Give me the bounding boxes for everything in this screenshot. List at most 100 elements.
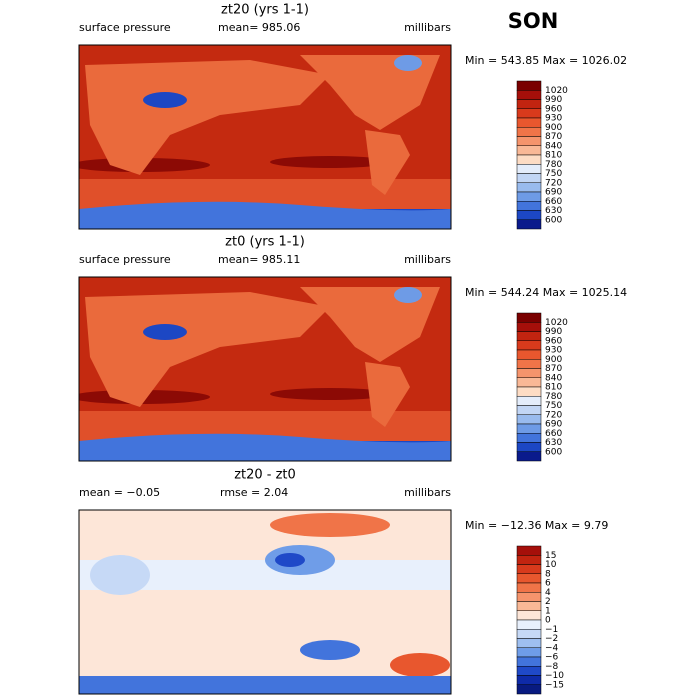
plateau <box>143 324 187 340</box>
colorbar-label: −10 <box>545 671 564 681</box>
map-frame <box>78 44 452 230</box>
colorbar-box <box>516 99 542 109</box>
colorbar-box <box>516 219 542 230</box>
colorbar-label: 600 <box>545 215 562 225</box>
colorbar-box <box>516 555 542 565</box>
colorbar-box <box>516 154 542 165</box>
colorbar-box <box>516 386 542 397</box>
colorbar-box <box>516 80 542 91</box>
colorbar-box <box>516 564 542 574</box>
high-band <box>270 388 390 400</box>
colorbar-label: 870 <box>545 132 562 142</box>
colorbar-box <box>516 414 542 425</box>
colorbar-box <box>516 164 542 174</box>
colorbar-label: 750 <box>545 169 562 179</box>
continent <box>365 362 410 427</box>
colorbar-label: 930 <box>545 114 562 124</box>
antarctica-edge <box>79 433 451 461</box>
colorbar-box <box>516 108 542 119</box>
colorbar-label: −1 <box>545 625 558 635</box>
stat-label: rmse = 2.04 <box>220 486 288 499</box>
colorbar-box <box>516 647 542 658</box>
panel-title: zt20 - zt0 <box>234 468 296 483</box>
colorbar-box <box>516 396 542 406</box>
colorbar-label: 630 <box>545 206 562 216</box>
continent <box>85 60 330 175</box>
colorbar-label: 960 <box>545 336 562 346</box>
field-label: surface pressure <box>79 253 171 266</box>
colorbar-label: 8 <box>545 569 551 579</box>
colorbar-label: 15 <box>545 551 556 561</box>
colorbar-label: 840 <box>545 373 562 383</box>
colorbar-box <box>516 368 542 378</box>
colorbar-box <box>516 191 542 202</box>
map-body <box>79 510 451 694</box>
high-band <box>270 156 390 168</box>
stat-label: mean= 985.06 <box>218 21 300 34</box>
map-frame <box>78 509 452 695</box>
colorbar-box <box>516 201 542 211</box>
map-body <box>79 45 451 229</box>
colorbar-box <box>516 666 542 676</box>
colorbar-label: 900 <box>545 355 562 365</box>
colorbar-label: −4 <box>545 643 559 653</box>
colorbar-label: 660 <box>545 429 562 439</box>
colorbar-label: 1 <box>545 606 551 616</box>
colorbar-label: 750 <box>545 401 562 411</box>
colorbar-box <box>516 312 542 323</box>
colorbar-box <box>516 117 542 128</box>
map-frame <box>78 276 452 462</box>
antarctica-edge <box>79 201 451 229</box>
colorbar-box <box>516 359 542 369</box>
colorbar-label: −2 <box>545 634 558 644</box>
colorbar-box <box>516 340 542 351</box>
colorbar-label: 1020 <box>545 86 568 96</box>
colorbar-box <box>516 629 542 639</box>
colorbar-box <box>516 433 542 443</box>
colorbar-label: 810 <box>545 383 562 393</box>
season-label: SON <box>508 9 559 33</box>
colorbar-label: 2 <box>545 597 551 607</box>
anomaly <box>390 653 450 677</box>
min-max-label: Min = −12.36 Max = 9.79 <box>465 519 608 532</box>
anomaly <box>270 513 390 537</box>
continent <box>365 130 410 195</box>
colorbar-box <box>516 331 542 341</box>
units-label: millibars <box>404 486 451 499</box>
colorbar-box <box>516 173 542 183</box>
colorbar-label: 660 <box>545 197 562 207</box>
colorbar-label: 10 <box>545 560 557 570</box>
colorbar-label: 1020 <box>545 318 568 328</box>
colorbar-label: 720 <box>545 178 562 188</box>
continent <box>300 287 440 362</box>
background <box>79 510 451 694</box>
panel-title: zt20 (yrs 1-1) <box>221 3 309 18</box>
colorbar-box <box>516 377 542 388</box>
min-max-label: Min = 544.24 Max = 1025.14 <box>465 286 627 299</box>
colorbar-label: 870 <box>545 364 562 374</box>
plateau <box>394 55 422 71</box>
colorbar-label: 810 <box>545 151 562 161</box>
map <box>78 44 452 230</box>
colorbar-box <box>516 582 542 593</box>
units-label: millibars <box>404 21 451 34</box>
colorbar-box <box>516 451 542 462</box>
colorbar-box <box>516 442 542 452</box>
map-body <box>79 277 451 461</box>
stat-label: mean= 985.11 <box>218 253 300 266</box>
colorbar-label: 690 <box>545 188 562 198</box>
plateau <box>394 287 422 303</box>
colorbar-box <box>516 349 542 360</box>
colorbar-box <box>516 592 542 602</box>
colorbar-label: 6 <box>545 579 551 589</box>
colorbar-box <box>516 638 542 648</box>
colorbar-label: 0 <box>545 616 551 626</box>
colorbar-box <box>516 182 542 193</box>
colorbar-box <box>516 405 542 415</box>
map <box>78 276 452 462</box>
colorbar-box <box>516 210 542 220</box>
colorbar-label: 930 <box>545 346 562 356</box>
colorbar-label: 720 <box>545 410 562 420</box>
colorbar-label: −15 <box>545 680 564 690</box>
